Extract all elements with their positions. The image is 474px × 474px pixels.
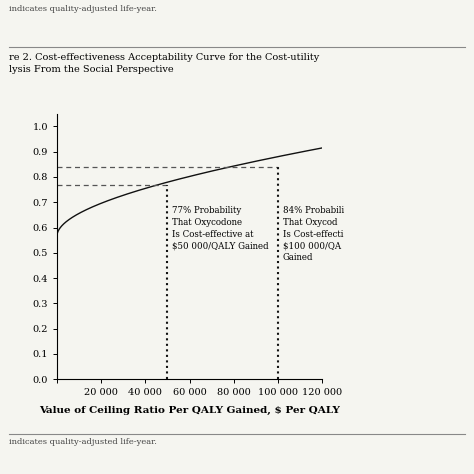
Text: re 2. Cost-effectiveness Acceptability Curve for the Cost-utility: re 2. Cost-effectiveness Acceptability C…	[9, 53, 320, 62]
Text: 84% Probabili
That Oxycod
Is Cost-effecti
$100 000/QA
Gained: 84% Probabili That Oxycod Is Cost-effect…	[283, 206, 344, 262]
Text: lysis From the Social Perspective: lysis From the Social Perspective	[9, 65, 174, 74]
Text: indicates quality-adjusted life-year.: indicates quality-adjusted life-year.	[9, 438, 157, 447]
X-axis label: Value of Ceiling Ratio Per QALY Gained, $ Per QALY: Value of Ceiling Ratio Per QALY Gained, …	[39, 406, 340, 415]
Text: indicates quality-adjusted life-year.: indicates quality-adjusted life-year.	[9, 5, 157, 13]
Text: 77% Probability
That Oxycodone
Is Cost-effective at
$50 000/QALY Gained: 77% Probability That Oxycodone Is Cost-e…	[172, 206, 269, 250]
